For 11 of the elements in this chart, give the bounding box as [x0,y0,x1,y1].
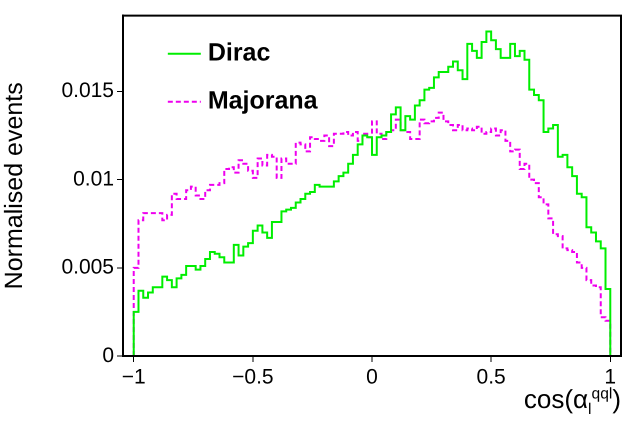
x-tick-label: −0.5 [232,365,274,388]
x-tick-label: 0.5 [476,365,506,388]
y-tick-label: 0.005 [61,256,114,279]
x-tick-label: 0 [366,365,378,388]
y-axis-title: Normalised events [0,82,28,290]
y-tick-label: 0.01 [73,167,114,190]
legend-label: Dirac [208,38,270,67]
y-tick-label: 0 [102,344,114,367]
legend-label: Majorana [208,86,319,115]
y-tick-label: 0.015 [61,79,114,102]
x-tick-label: −1 [122,365,146,388]
